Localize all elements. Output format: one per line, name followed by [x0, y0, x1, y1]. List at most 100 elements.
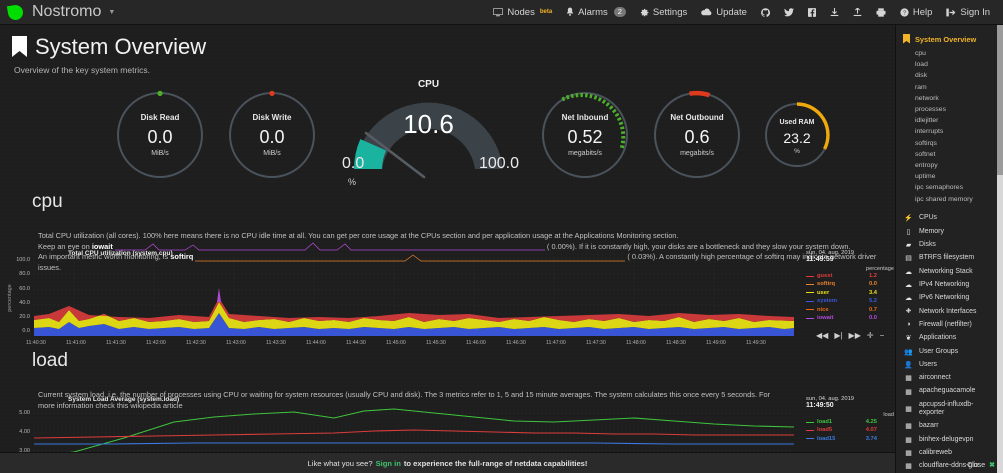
cpu-chart[interactable]: Total CPU utilization (system.cpu) perce… [0, 250, 903, 348]
gauge-net-inbound[interactable]: Net Inbound 0.52 megabits/s [537, 87, 633, 183]
sidebar-item-system-overview[interactable]: System Overview [896, 33, 1003, 48]
sidebar-item-bazarr[interactable]: ▦ bazarr [896, 420, 1003, 433]
cpu-desc-line-2: Keep an eye on iowait ( 0.00%). If it is… [38, 242, 883, 253]
sidebar-item-networking-stack[interactable]: ☁ Networking Stack [896, 265, 1003, 278]
nav-label-update: Update [716, 6, 747, 18]
scrollbar-thumb[interactable] [997, 25, 1003, 175]
sidebar-item-btrfs-filesystem[interactable]: ▤ BTRFS filesystem [896, 252, 1003, 265]
sidebar-item-cloudflare-ddns-glix[interactable]: ▦ cloudflare-ddns-glix [896, 460, 1003, 473]
cpu-desc-l3-paren: ( [627, 252, 630, 262]
sidebar-item-disks[interactable]: ▰ Disks [896, 238, 1003, 251]
legend-item[interactable]: load1 4.25 [806, 418, 894, 426]
cpu-desc-line-1: Total CPU utilization (all cores). 100% … [38, 231, 679, 240]
load-ytick: 4.00 [19, 429, 30, 435]
sidebar-item-ipv4-networking[interactable]: ☁ IPv4 Networking [896, 278, 1003, 291]
banner-signin-link[interactable]: Sign in [375, 458, 401, 468]
legend-item[interactable]: iowait 0.0 [806, 314, 894, 322]
forward-icon[interactable]: ▶▶ [848, 330, 861, 340]
gauge-max: 100.0 [478, 155, 519, 172]
nav-item-twitter[interactable] [777, 0, 801, 24]
sidebar-item-uptime[interactable]: uptime [915, 173, 936, 181]
load-chart[interactable]: System Load Average (system.load) load 5… [0, 396, 895, 457]
gauge-cpu[interactable]: CPU 10.6 0.0 % 100.0 [336, 79, 521, 189]
cpu-xtick: 11:42:00 [146, 340, 166, 346]
sidebar-item-memory[interactable]: ▯ Memory [896, 225, 1003, 238]
legend-item[interactable]: nice 0.7 [806, 306, 894, 314]
nav-item-alarms[interactable]: Alarms 2 [559, 0, 633, 24]
sidebar-item-apacheguacamole[interactable]: ▦ apacheguacamole [896, 385, 1003, 398]
gauge-disk-read[interactable]: Disk Read 0.0 MiB/s [112, 87, 208, 183]
sidebar-section-label: Network Interfaces [919, 307, 977, 315]
sidebar-item-processes[interactable]: processes [915, 106, 946, 114]
sidebar-section-label: Networking Stack [919, 267, 973, 275]
nav-item-facebook[interactable] [801, 0, 823, 24]
cpu-xtick: 11:48:00 [626, 340, 646, 346]
nav-item-print[interactable] [869, 0, 893, 24]
sidebar-item-user-groups[interactable]: 👥 User Groups [896, 345, 1003, 358]
sidebar-item-ipv6-networking[interactable]: ☁ IPv6 Networking [896, 292, 1003, 305]
gauge-net-outbound[interactable]: Net Outbound 0.6 megabits/s [649, 87, 745, 183]
cpu-section: cpu Total CPU utilization (all cores). 1… [0, 191, 1003, 273]
sidebar-item-interrupts[interactable]: interrupts [915, 128, 944, 136]
legend-item[interactable]: load5 4.07 [806, 426, 894, 434]
legend-item[interactable]: system 5.2 [806, 297, 894, 305]
sidebar-item-entropy[interactable]: entropy [915, 161, 938, 169]
sidebar-item-apcupsd-influxdb-exporter[interactable]: ▦ apcupsd-influxdb-exporter [896, 398, 1003, 419]
play-icon[interactable]: ▶| [834, 330, 843, 340]
brand-name[interactable]: Nostromo [32, 3, 102, 20]
sidebar-item-softnet[interactable]: softnet [915, 150, 936, 158]
chevron-down-icon[interactable]: ▼ [108, 8, 116, 16]
zoom-out-icon[interactable]: − [879, 330, 885, 340]
gauge-min: 0.0 [342, 155, 365, 172]
nav-item-update[interactable]: Update [694, 0, 754, 24]
nav-item-github[interactable] [754, 0, 777, 24]
sidebar-item-cpu[interactable]: cpu [915, 50, 926, 58]
sidebar-item-airconnect[interactable]: ▦ airconnect [896, 372, 1003, 385]
sidebar-item-users[interactable]: 👤 Users [896, 358, 1003, 371]
nav-item-import[interactable] [823, 0, 846, 24]
sidebar-item-calibreweb[interactable]: ▦ calibreweb [896, 446, 1003, 459]
sidebar-item-load[interactable]: load [915, 61, 928, 69]
sidebar-item-disk[interactable]: disk [915, 72, 928, 80]
sidebar-item-network-interfaces[interactable]: ⛖ Network Interfaces [896, 305, 1003, 318]
bookmark-icon [903, 34, 910, 44]
legend-item[interactable]: softirq 0.0 [806, 280, 894, 288]
sidebar-main-label: System Overview [915, 34, 977, 44]
zoom-in-icon[interactable]: ✛ [866, 330, 874, 340]
gauge-disk-write[interactable]: Disk Write 0.0 MiB/s [224, 87, 320, 183]
sidebar-section-label: airconnect [919, 374, 951, 382]
nav-item-settings[interactable]: Settings [633, 0, 694, 24]
sidebar-close-button[interactable]: Close ✖ [967, 461, 995, 470]
sidebar-item-binhex-delugevpn[interactable]: ▦ binhex-delugevpn [896, 433, 1003, 446]
sidebar-item-firewall-netfilter[interactable]: ◑ Firewall (netfilter) [896, 318, 1003, 331]
memory-icon: ▯ [906, 228, 911, 236]
legend-item[interactable]: guest 1.2 [806, 272, 894, 280]
legend-item[interactable]: load15 3.74 [806, 435, 894, 443]
sidebar-item-network[interactable]: network [915, 94, 939, 102]
legend-item[interactable]: user 3.4 [806, 289, 894, 297]
nav-item-nodes[interactable]: Nodes beta [486, 0, 559, 24]
netdata-logo-icon[interactable] [6, 3, 25, 21]
sidebar-item-ipc-shared-memory[interactable]: ipc shared memory [915, 195, 973, 203]
sidebar-item-ram[interactable]: ram [915, 83, 927, 91]
cloud-icon: ☁ [905, 268, 912, 276]
sidebar-item-idlejitter[interactable]: idlejitter [915, 117, 939, 125]
sidebar-item-cpus[interactable]: ⚡ CPUs [896, 212, 1003, 225]
cpu-desc-line-3: An important metric worth monitoring, is… [38, 252, 883, 273]
sidebar-section-label: User Groups [919, 347, 959, 355]
user-icon: 👤 [904, 361, 913, 369]
signin-icon [946, 8, 956, 16]
nav-item-export[interactable] [846, 0, 869, 24]
legend-color-swatch [806, 292, 814, 294]
cpu-xtick: 11:47:00 [546, 340, 566, 346]
sidebar-item-applications[interactable]: ❦ Applications [896, 332, 1003, 345]
cpu-chart-controls: ◀◀ ▶| ▶▶ ✛ − ⌾ [816, 330, 903, 340]
gauge-used-ram[interactable]: Used RAM 23.2 % [761, 99, 833, 171]
nav-item-signin[interactable]: Sign In [939, 0, 997, 24]
sidebar-item-softirqs[interactable]: softirqs [915, 139, 937, 147]
page-header: System Overview Overview of the key syst… [0, 25, 1003, 75]
sidebar-scrollbar[interactable] [997, 25, 1003, 473]
rewind-icon[interactable]: ◀◀ [816, 330, 829, 340]
sidebar-item-ipc-semaphores[interactable]: ipc semaphores [915, 184, 963, 192]
nav-item-help[interactable]: ? Help [893, 0, 940, 24]
